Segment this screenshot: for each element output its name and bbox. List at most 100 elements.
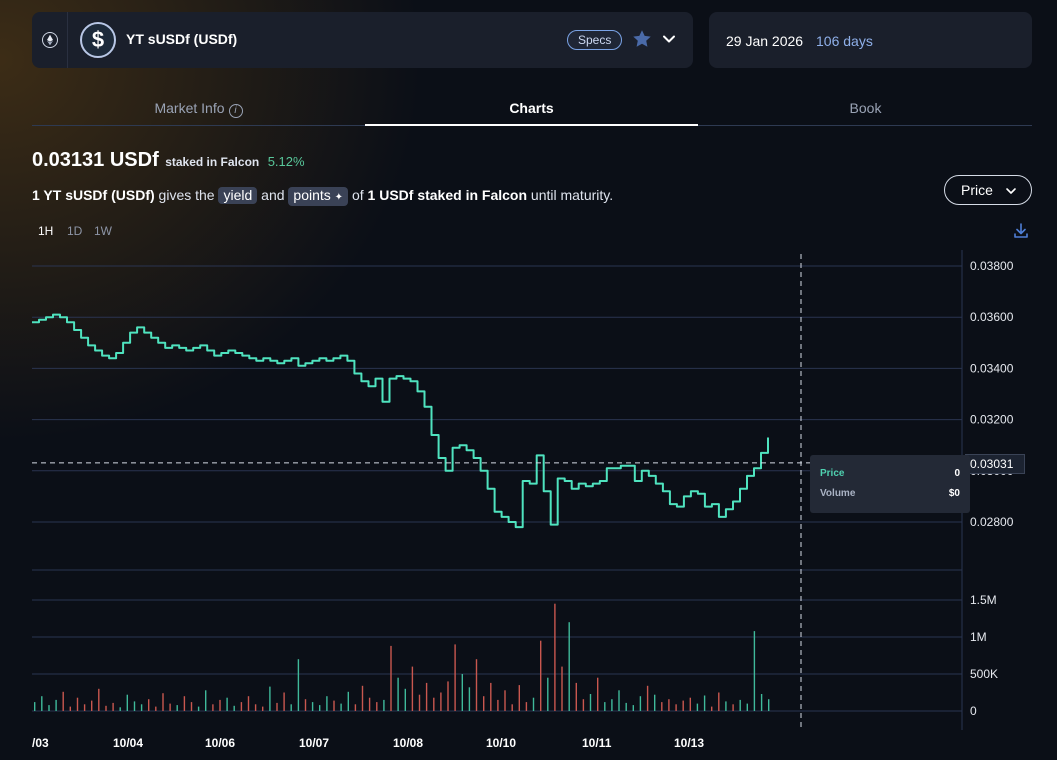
volume-bar xyxy=(753,631,756,711)
volume-bar xyxy=(696,703,699,711)
current-price: 0.03131 USDf xyxy=(32,149,159,171)
price-tick-label: 0.02800 xyxy=(970,515,1014,529)
download-icon[interactable] xyxy=(1012,222,1030,240)
volume-bar xyxy=(383,699,385,711)
desc-underlying: 1 USDf staked in Falcon xyxy=(367,187,528,203)
volume-bar xyxy=(718,692,720,711)
desc-suffix: until maturity. xyxy=(530,187,614,203)
volume-bar xyxy=(347,691,349,711)
volume-tick-label: 0 xyxy=(970,704,977,718)
volume-bar xyxy=(240,702,243,711)
date-tick-label: 10/11 xyxy=(582,736,612,750)
volume-bar xyxy=(625,702,627,711)
volume-bar xyxy=(483,696,485,711)
volume-bar xyxy=(732,704,734,711)
asset-selector-card[interactable]: $ YT sUSDf (USDf) Specs xyxy=(32,12,693,68)
chart-type-dropdown[interactable]: Price xyxy=(944,175,1032,205)
volume-tick-label: 500K xyxy=(970,667,998,681)
volume-bar xyxy=(568,622,570,711)
volume-bar xyxy=(148,699,150,711)
date-tick-label: 10/04 xyxy=(113,736,143,750)
volume-bar xyxy=(326,696,328,711)
tab-charts[interactable]: Charts xyxy=(365,94,698,126)
volume-bar xyxy=(311,702,314,711)
date-tick-label: 10/13 xyxy=(674,736,704,750)
price-tick-label: 0.03800 xyxy=(970,259,1014,273)
volume-bar xyxy=(682,700,684,711)
volume-bar xyxy=(468,687,471,711)
volume-bar xyxy=(354,704,357,711)
volume-bar xyxy=(589,694,592,711)
volume-bar xyxy=(532,697,535,711)
tab-market-info-label: Market Info xyxy=(154,100,225,116)
volume-bar xyxy=(276,702,278,711)
volume-bar xyxy=(34,702,36,711)
volume-tick-label: 1M xyxy=(970,630,987,644)
volume-bar xyxy=(368,697,371,711)
volume-bar xyxy=(41,696,43,711)
maturity-days-remaining: 106 days xyxy=(816,33,873,49)
volume-bar xyxy=(575,682,577,711)
info-icon[interactable]: i xyxy=(228,104,243,118)
specs-button[interactable]: Specs xyxy=(567,30,623,50)
volume-bar xyxy=(105,705,107,711)
volume-tick-label: 1.5M xyxy=(970,593,997,607)
volume-bar xyxy=(304,699,307,711)
volume-bar xyxy=(376,702,378,711)
star-icon[interactable] xyxy=(631,28,653,50)
volume-bar xyxy=(283,692,285,711)
volume-bar xyxy=(461,674,463,711)
volume-bar xyxy=(226,697,228,711)
tab-market-info[interactable]: Market Info i xyxy=(32,94,365,126)
timeframe-1h[interactable]: 1H xyxy=(38,224,54,238)
volume-bar xyxy=(632,705,634,711)
crosshair-price-tag: 0.03031 xyxy=(965,454,1025,474)
yield-pill[interactable]: yield xyxy=(218,187,258,204)
volume-bar xyxy=(340,703,342,711)
volume-bar xyxy=(611,699,613,711)
volume-bar xyxy=(169,703,171,711)
volume-bar xyxy=(425,682,428,711)
date-tick-label: /03 xyxy=(32,736,49,750)
volume-bar xyxy=(176,705,178,711)
volume-bar xyxy=(183,696,186,711)
tooltip-volume-value: $0 xyxy=(948,488,960,499)
volume-bar xyxy=(62,691,64,711)
volume-bar xyxy=(475,659,478,711)
volume-bar xyxy=(668,699,670,711)
volume-bar xyxy=(746,703,748,711)
volume-bar xyxy=(433,697,435,711)
tooltip-price-value: 0 xyxy=(954,468,960,479)
chevron-down-icon[interactable] xyxy=(662,32,676,46)
sparkle-icon: ✦ xyxy=(334,192,344,203)
price-volume-chart[interactable]: 0.038000.036000.034000.032000.030000.028… xyxy=(0,250,1057,760)
dollar-icon: $ xyxy=(91,27,105,52)
price-tick-label: 0.03600 xyxy=(970,310,1014,324)
volume-bar xyxy=(618,690,620,711)
volume-bar xyxy=(269,686,271,711)
date-tick-label: 10/08 xyxy=(393,736,423,750)
volume-bar xyxy=(646,685,649,711)
points-pill[interactable]: points ✦ xyxy=(288,187,349,206)
volume-bar xyxy=(604,702,606,711)
volume-bar xyxy=(212,704,214,711)
volume-bar xyxy=(547,677,549,711)
volume-bar xyxy=(440,692,442,711)
timeframe-1w[interactable]: 1W xyxy=(94,224,112,238)
desc-and: and xyxy=(261,187,285,203)
volume-bar xyxy=(703,695,706,711)
chain-cell[interactable] xyxy=(32,12,68,68)
volume-bar xyxy=(504,690,506,711)
volume-bar xyxy=(418,694,421,711)
chart-type-label: Price xyxy=(961,182,993,198)
volume-bar xyxy=(497,699,499,711)
volume-bar xyxy=(490,682,492,711)
volume-bar xyxy=(411,666,414,711)
tab-book[interactable]: Book xyxy=(849,100,882,116)
price-tick-label: 0.03400 xyxy=(970,361,1014,375)
tooltip-volume-label: Volume xyxy=(820,488,856,499)
timeframe-1d[interactable]: 1D xyxy=(67,224,83,238)
volume-bar xyxy=(297,659,300,711)
staked-label: staked in Falcon xyxy=(165,155,260,169)
volume-bar xyxy=(404,688,406,711)
